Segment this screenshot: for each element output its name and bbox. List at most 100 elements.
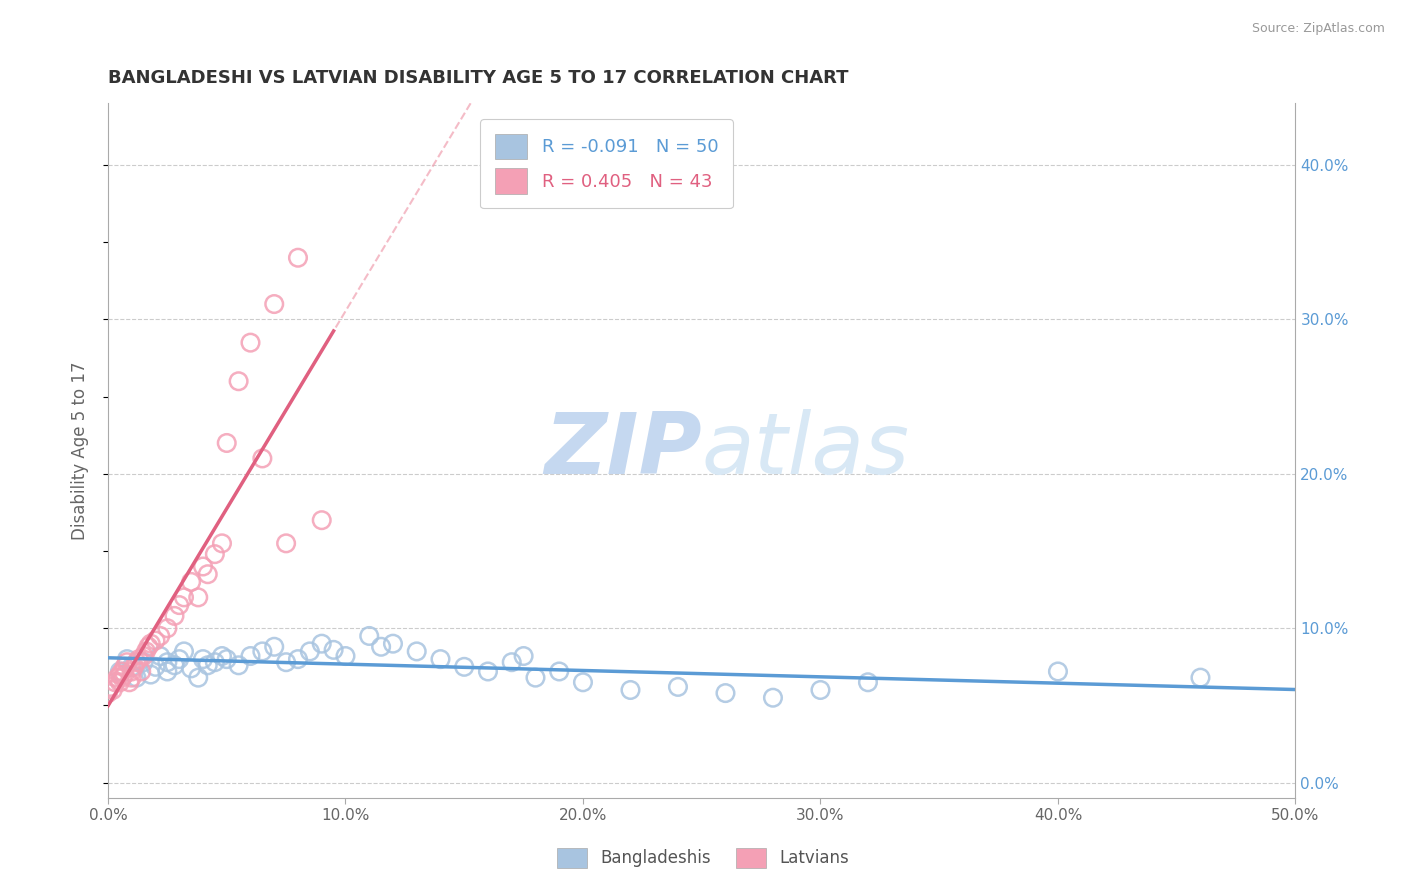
Point bbox=[121, 671, 143, 685]
Point bbox=[167, 652, 190, 666]
Point bbox=[125, 655, 148, 669]
Point bbox=[311, 637, 333, 651]
Point bbox=[135, 644, 157, 658]
Point bbox=[228, 374, 250, 388]
Point bbox=[228, 658, 250, 673]
Point bbox=[132, 648, 155, 663]
Point bbox=[129, 665, 152, 679]
Point bbox=[180, 574, 202, 589]
Point bbox=[666, 680, 689, 694]
Point bbox=[298, 644, 321, 658]
Point bbox=[211, 648, 233, 663]
Point bbox=[187, 591, 209, 605]
Point bbox=[191, 652, 214, 666]
Point bbox=[104, 675, 127, 690]
Point bbox=[274, 655, 297, 669]
Point bbox=[125, 671, 148, 685]
Point bbox=[197, 567, 219, 582]
Point bbox=[149, 648, 172, 663]
Point bbox=[149, 629, 172, 643]
Point bbox=[382, 637, 405, 651]
Point bbox=[287, 652, 309, 666]
Y-axis label: Disability Age 5 to 17: Disability Age 5 to 17 bbox=[72, 361, 89, 540]
Point bbox=[115, 652, 138, 666]
Point bbox=[156, 621, 179, 635]
Point bbox=[204, 547, 226, 561]
Point bbox=[263, 297, 285, 311]
Point bbox=[524, 671, 547, 685]
Point bbox=[810, 683, 832, 698]
Point bbox=[239, 648, 262, 663]
Point bbox=[108, 675, 131, 690]
Point bbox=[204, 655, 226, 669]
Point bbox=[215, 652, 238, 666]
Point bbox=[108, 665, 131, 679]
Point bbox=[121, 665, 143, 679]
Point bbox=[197, 658, 219, 673]
Point bbox=[114, 660, 136, 674]
Point bbox=[132, 655, 155, 669]
Point bbox=[118, 675, 141, 690]
Point bbox=[239, 335, 262, 350]
Point bbox=[453, 660, 475, 674]
Point bbox=[139, 637, 162, 651]
Point bbox=[121, 660, 143, 674]
Point bbox=[335, 648, 357, 663]
Point bbox=[111, 665, 134, 679]
Point bbox=[211, 536, 233, 550]
Text: Source: ZipAtlas.com: Source: ZipAtlas.com bbox=[1251, 22, 1385, 36]
Point bbox=[128, 652, 150, 666]
Point bbox=[252, 451, 274, 466]
Legend: Bangladeshis, Latvians: Bangladeshis, Latvians bbox=[550, 841, 856, 875]
Point bbox=[163, 608, 186, 623]
Point bbox=[1189, 671, 1212, 685]
Point bbox=[311, 513, 333, 527]
Point bbox=[187, 671, 209, 685]
Point bbox=[114, 667, 136, 681]
Point bbox=[145, 660, 167, 674]
Point bbox=[501, 655, 523, 669]
Point bbox=[1046, 665, 1069, 679]
Point bbox=[322, 643, 344, 657]
Point bbox=[512, 648, 534, 663]
Point bbox=[274, 536, 297, 550]
Point bbox=[163, 658, 186, 673]
Point bbox=[156, 655, 179, 669]
Point bbox=[477, 665, 499, 679]
Point bbox=[405, 644, 427, 658]
Point bbox=[572, 675, 595, 690]
Point bbox=[287, 251, 309, 265]
Point bbox=[115, 655, 138, 669]
Point bbox=[122, 660, 145, 674]
Point bbox=[139, 667, 162, 681]
Text: ZIP: ZIP bbox=[544, 409, 702, 492]
Point bbox=[98, 680, 121, 694]
Point bbox=[156, 665, 179, 679]
Point bbox=[97, 686, 120, 700]
Point bbox=[173, 591, 195, 605]
Point bbox=[619, 683, 641, 698]
Point bbox=[138, 640, 160, 654]
Point bbox=[191, 559, 214, 574]
Point bbox=[856, 675, 879, 690]
Point bbox=[173, 644, 195, 658]
Point bbox=[107, 671, 129, 685]
Point bbox=[252, 644, 274, 658]
Point bbox=[548, 665, 571, 679]
Point bbox=[167, 598, 190, 612]
Point bbox=[101, 683, 124, 698]
Point bbox=[429, 652, 451, 666]
Text: atlas: atlas bbox=[702, 409, 910, 492]
Point bbox=[714, 686, 737, 700]
Text: BANGLADESHI VS LATVIAN DISABILITY AGE 5 TO 17 CORRELATION CHART: BANGLADESHI VS LATVIAN DISABILITY AGE 5 … bbox=[108, 69, 848, 87]
Point bbox=[762, 690, 785, 705]
Point bbox=[111, 671, 134, 685]
Point bbox=[370, 640, 392, 654]
Point bbox=[215, 436, 238, 450]
Point bbox=[263, 640, 285, 654]
Point bbox=[145, 633, 167, 648]
Point bbox=[359, 629, 381, 643]
Point bbox=[180, 661, 202, 675]
Legend: R = -0.091   N = 50, R = 0.405   N = 43: R = -0.091 N = 50, R = 0.405 N = 43 bbox=[481, 120, 733, 209]
Point bbox=[108, 667, 131, 681]
